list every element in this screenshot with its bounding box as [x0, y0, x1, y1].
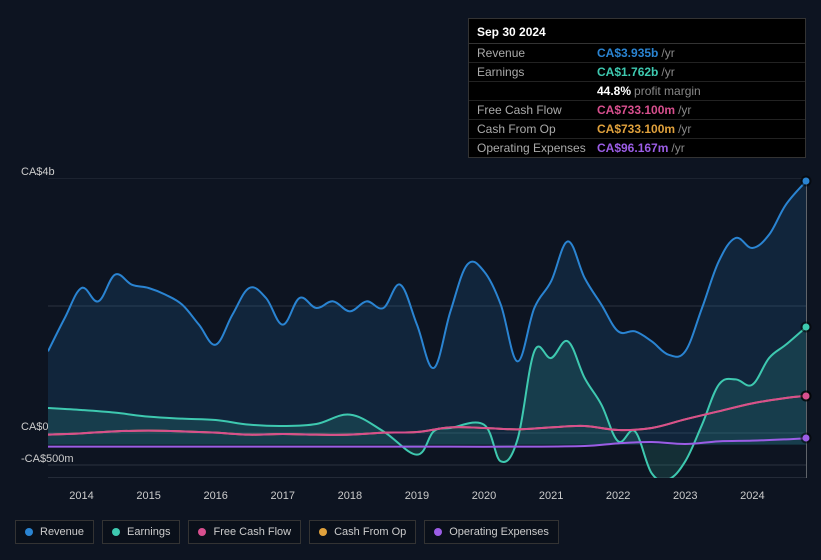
tooltip-metric-value: CA$733.100m [597, 122, 675, 136]
legend-item-operating-expenses[interactable]: Operating Expenses [424, 520, 559, 544]
legend-color-dot [25, 528, 33, 536]
legend-label: Free Cash Flow [213, 526, 291, 538]
tooltip-metric-label: Free Cash Flow [477, 103, 597, 117]
x-axis-label: 2023 [673, 490, 697, 502]
legend-color-dot [319, 528, 327, 536]
x-axis-label: 2021 [539, 490, 563, 502]
legend-label: Operating Expenses [449, 526, 549, 538]
tooltip-date: Sep 30 2024 [469, 19, 805, 44]
x-axis-labels: 2014201520162017201820192020202120222023… [15, 500, 805, 520]
chart-plot [48, 178, 806, 478]
tooltip-row: 44.8%profit margin [469, 82, 805, 101]
series-fill-revenue [48, 181, 806, 444]
tooltip-metric-value: CA$733.100m [597, 103, 675, 117]
y-axis-label: CA$0 [21, 421, 49, 433]
series-marker [803, 178, 810, 185]
tooltip-metric-label [477, 84, 597, 98]
legend-color-dot [112, 528, 120, 536]
tooltip-metric-unit: /yr [678, 122, 691, 136]
legend-label: Earnings [127, 526, 170, 538]
chart-tooltip: Sep 30 2024 RevenueCA$3.935b/yrEarningsC… [468, 18, 806, 158]
tooltip-row: EarningsCA$1.762b/yr [469, 63, 805, 82]
x-axis-label: 2015 [136, 490, 160, 502]
series-marker [803, 392, 810, 399]
tooltip-metric-unit: /yr [678, 103, 691, 117]
x-axis-label: 2022 [606, 490, 630, 502]
x-axis-label: 2020 [472, 490, 496, 502]
tooltip-row: Cash From OpCA$733.100m/yr [469, 120, 805, 139]
tooltip-row: RevenueCA$3.935b/yr [469, 44, 805, 63]
x-axis-label: 2014 [69, 490, 93, 502]
tooltip-metric-label: Earnings [477, 65, 597, 79]
chart-legend: Revenue Earnings Free Cash Flow Cash From O… [15, 520, 559, 544]
legend-color-dot [198, 528, 206, 536]
tooltip-metric-value: CA$96.167m [597, 141, 668, 155]
legend-item-free-cash-flow[interactable]: Free Cash Flow [188, 520, 301, 544]
tooltip-metric-unit: /yr [661, 46, 674, 60]
legend-item-revenue[interactable]: Revenue [15, 520, 94, 544]
legend-item-cash-from-op[interactable]: Cash From Op [309, 520, 416, 544]
legend-item-earnings[interactable]: Earnings [102, 520, 180, 544]
y-axis-label: CA$4b [21, 166, 55, 178]
tooltip-row: Operating ExpensesCA$96.167m/yr [469, 139, 805, 157]
legend-label: Revenue [40, 526, 84, 538]
legend-color-dot [434, 528, 442, 536]
x-axis-label: 2019 [405, 490, 429, 502]
series-marker [803, 324, 810, 331]
tooltip-metric-label: Revenue [477, 46, 597, 60]
tooltip-metric-unit: profit margin [634, 84, 701, 98]
x-axis-label: 2017 [271, 490, 295, 502]
tooltip-metric-unit: /yr [671, 141, 684, 155]
x-axis-label: 2018 [338, 490, 362, 502]
tooltip-metric-value: 44.8% [597, 84, 631, 98]
x-axis-label: 2016 [203, 490, 227, 502]
tooltip-metric-value: CA$3.935b [597, 46, 658, 60]
x-axis-label: 2024 [740, 490, 764, 502]
legend-label: Cash From Op [334, 526, 406, 538]
series-marker [803, 435, 810, 442]
tooltip-metric-label: Cash From Op [477, 122, 597, 136]
tooltip-metric-value: CA$1.762b [597, 65, 658, 79]
tooltip-row: Free Cash FlowCA$733.100m/yr [469, 101, 805, 120]
tooltip-metric-unit: /yr [661, 65, 674, 79]
tooltip-metric-label: Operating Expenses [477, 141, 597, 155]
